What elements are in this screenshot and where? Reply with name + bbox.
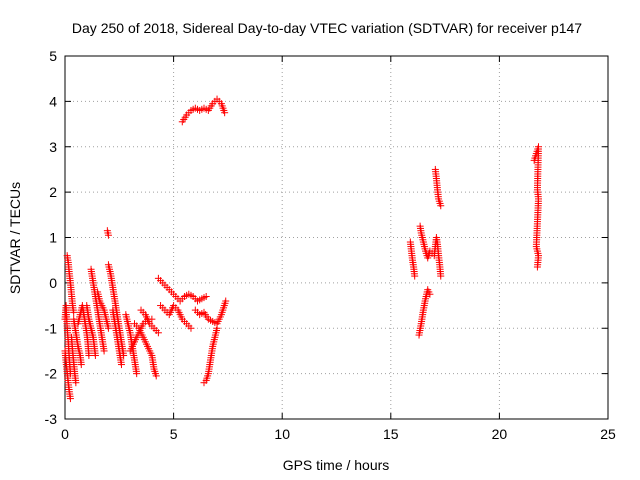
x-tick-label: 0: [61, 426, 69, 442]
data-point: [152, 372, 160, 380]
data-point: [77, 361, 85, 369]
data-point: [426, 290, 434, 298]
x-tick-label: 15: [383, 426, 399, 442]
y-tick-label: 2: [49, 184, 57, 200]
data-point: [154, 329, 162, 337]
y-tick-label: 1: [49, 230, 57, 246]
chart-title: Day 250 of 2018, Sidereal Day-to-day VTE…: [72, 20, 582, 36]
data-point: [91, 351, 99, 359]
data-point: [222, 297, 230, 305]
data-point: [411, 272, 419, 280]
data-point: [437, 272, 445, 280]
y-tick-label: 4: [49, 93, 57, 109]
data-point: [117, 361, 125, 369]
plot-frame: [64, 55, 609, 420]
x-axis-label: GPS time / hours: [283, 457, 390, 473]
data-point: [533, 263, 541, 271]
x-tick-label: 20: [492, 426, 508, 442]
y-axis-label: SDTVAR / TECUs: [7, 182, 23, 294]
data-point: [72, 379, 80, 387]
data-point: [104, 324, 112, 332]
data-point: [70, 308, 78, 316]
y-tick-label: -2: [45, 366, 58, 382]
x-tick-label: 5: [170, 426, 178, 442]
data-point: [221, 109, 229, 117]
x-tick-label: 10: [274, 426, 290, 442]
y-tick-labels: -3 -2 -1 0 1 2 3 4 5: [45, 48, 58, 427]
data-point: [133, 370, 141, 378]
data-point: [437, 202, 445, 210]
y-tick-label: -1: [45, 320, 58, 336]
y-tick-label: -3: [45, 411, 58, 427]
data-point: [100, 347, 108, 355]
grid-lines: [65, 56, 608, 419]
data-point: [202, 292, 210, 300]
x-tick-labels: 0 5 10 15 20 25: [61, 426, 616, 442]
data-point: [66, 395, 74, 403]
axis-ticks: [64, 55, 609, 420]
data-point: [104, 231, 112, 239]
y-tick-label: 5: [49, 48, 57, 64]
y-tick-label: 0: [49, 275, 57, 291]
x-tick-label: 25: [600, 426, 616, 442]
data-point: [85, 351, 93, 359]
data-point: [213, 324, 221, 332]
data-series-sdtvar: [61, 95, 542, 403]
y-tick-label: 3: [49, 139, 57, 155]
data-point: [187, 324, 195, 332]
